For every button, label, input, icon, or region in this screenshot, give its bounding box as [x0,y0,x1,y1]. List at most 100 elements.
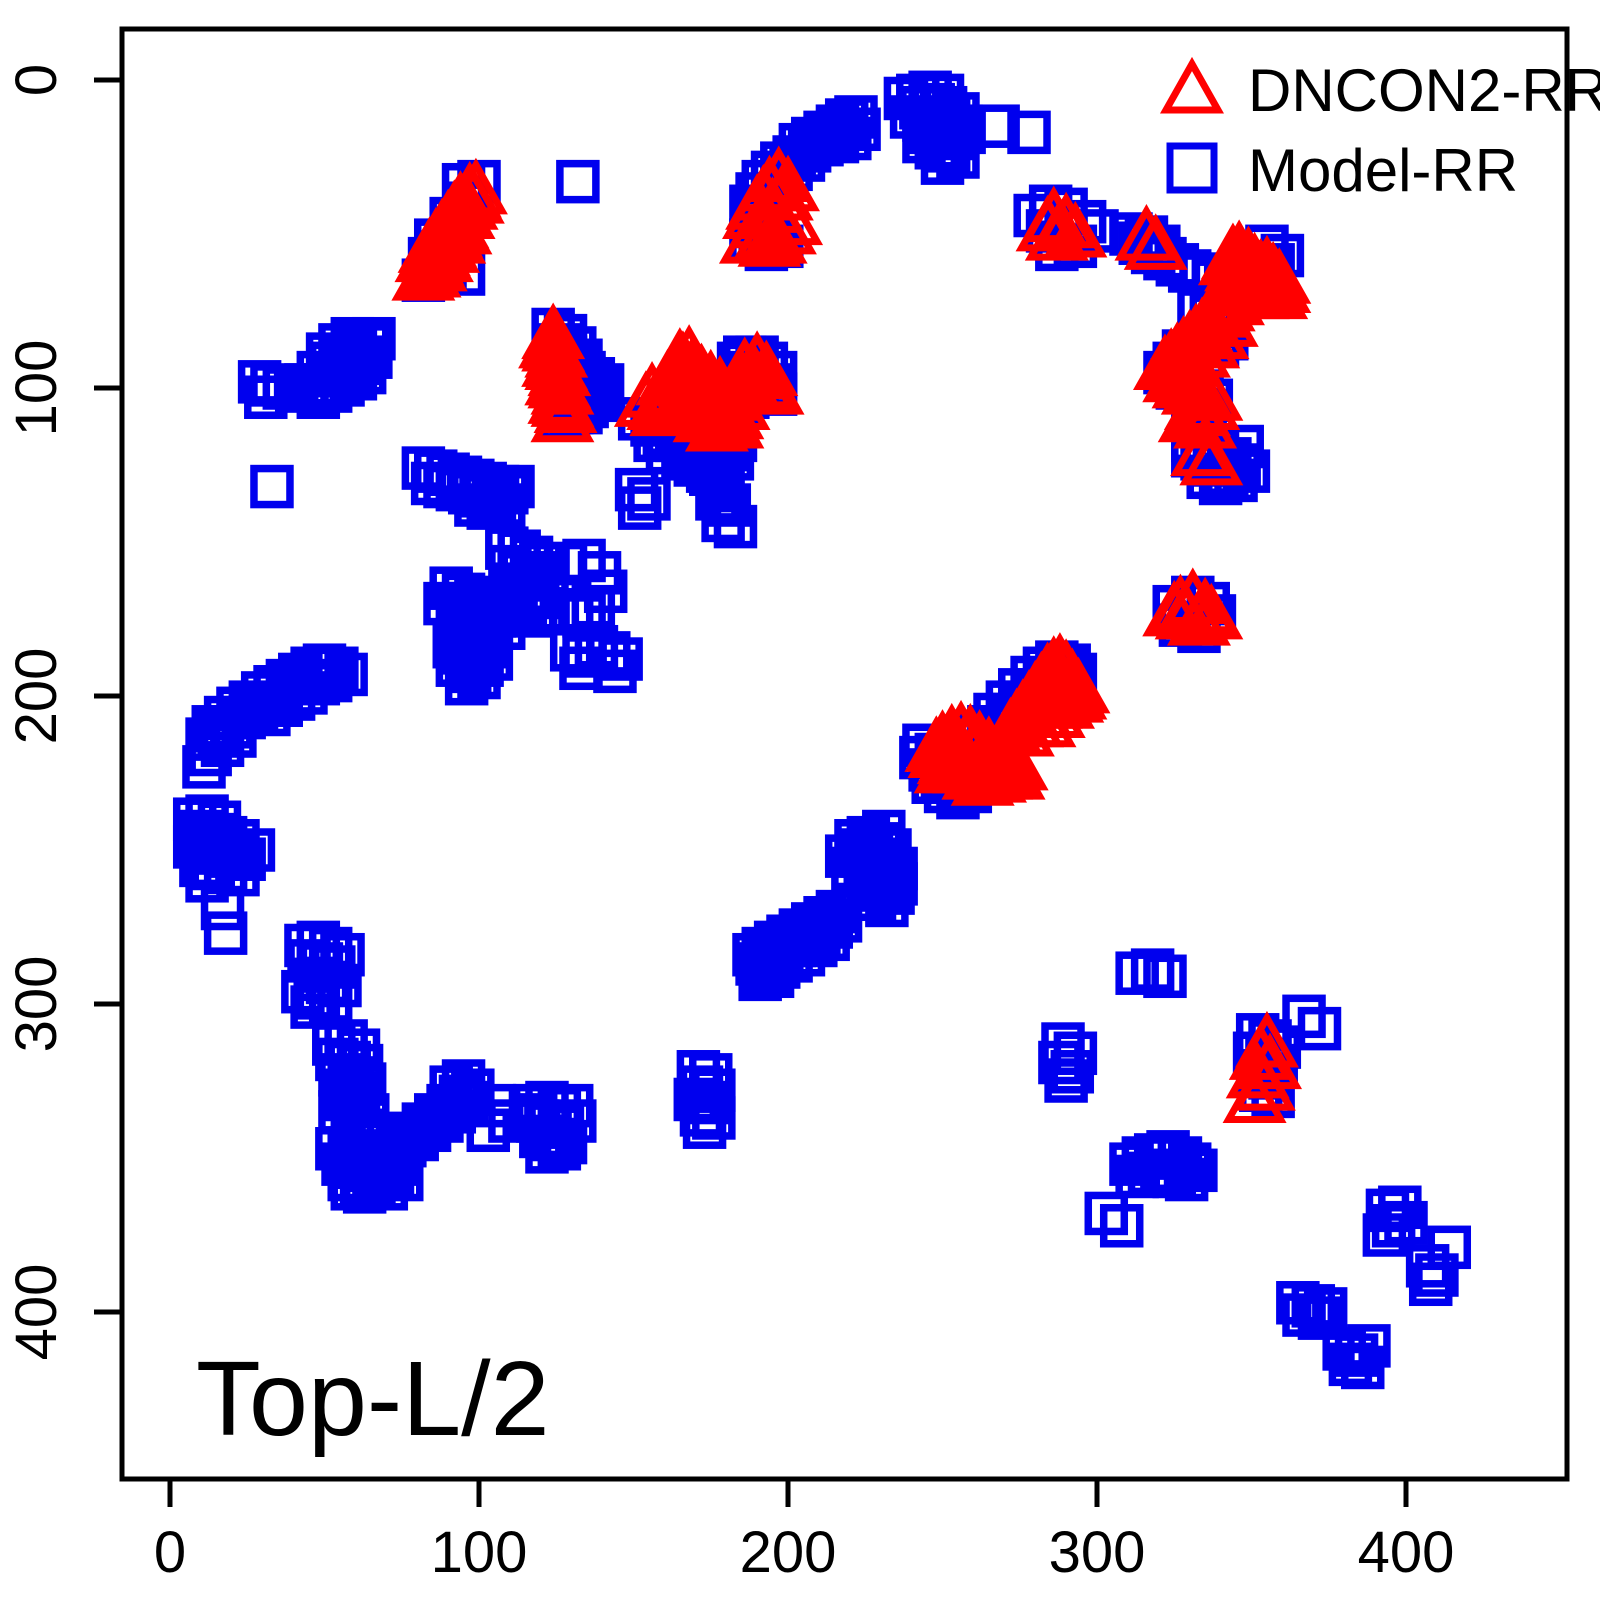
scatter-point-dncon2-rr [1170,419,1235,477]
scatter-point-dncon2-rr [1114,203,1179,261]
dncon2-rr-points-layer [391,145,1312,1123]
x-axis: 0 100 200 300 400 [154,1479,1455,1585]
scatter-point-model-rr [429,1065,473,1109]
scatter-point-dncon2-rr [1166,588,1231,646]
scatter-point-dncon2-rr [1015,194,1080,252]
scatter-point-model-rr [389,1111,433,1156]
scatter-point-dncon2-rr [904,715,969,772]
scatter-point-dncon2-rr [1194,290,1259,347]
scatter-point-model-rr [556,159,600,204]
scatter-point-dncon2-rr [969,742,1034,800]
scatter-point-dncon2-rr [1142,579,1207,637]
scatter-point-dncon2-rr [1123,213,1188,270]
scatter-point-dncon2-rr [1238,1032,1303,1090]
scatter-point-model-rr [902,119,946,164]
scatter-point-model-rr [435,643,480,687]
scatter-point-dncon2-rr [443,157,508,215]
scatter-point-model-rr [976,104,1020,148]
scatter-point-dncon2-rr [1179,582,1244,640]
scatter-point-dncon2-rr [725,330,790,387]
scatter-point-dncon2-rr [959,736,1024,794]
scatter-point-model-rr [701,498,745,543]
scatter-point-model-rr [537,1127,582,1171]
scatter-point-dncon2-rr [663,376,728,434]
scatter-point-model-rr [250,464,294,509]
legend-label-dncon2-rr: DNCON2-RR [1248,57,1600,124]
scatter-point-dncon2-rr [530,370,595,427]
annotation-top-l2: Top-L/2 [196,1340,550,1458]
legend-label-model-rr: Model-RR [1248,137,1518,204]
x-tick-label: 300 [1049,1520,1146,1585]
scatter-point-model-rr [824,834,869,878]
scatter-point-model-rr [559,646,603,691]
x-tick-label: 400 [1358,1520,1455,1585]
scatter-point-dncon2-rr [1163,373,1228,430]
scatter-point-model-rr [862,809,906,854]
y-tick-label: 300 [4,956,69,1053]
scatter-point-model-rr [809,113,854,158]
scatter-point-model-rr [376,1120,421,1165]
scatter-point-model-rr [293,363,337,407]
scatter-point-dncon2-rr [737,210,802,267]
scatter-point-model-rr [818,899,863,943]
model-rr-legend-square-icon [1166,142,1218,194]
scatter-point-dncon2-rr [521,314,586,372]
scatter-point-dncon2-rr [734,339,799,397]
y-tick-label: 100 [4,340,69,437]
y-tick-label: 0 [4,64,69,96]
scatter-point-model-rr [1297,1296,1342,1340]
scatter-point-model-rr [318,323,362,367]
scatter-point-model-rr [213,714,257,758]
x-tick-label: 200 [740,1520,837,1585]
scatter-point-model-rr [1099,1204,1144,1248]
scatter-point-model-rr [1408,1262,1453,1307]
scatter-point-model-rr [1007,110,1051,155]
scatter-point-model-rr [1050,1050,1095,1094]
scatter-point-dncon2-rr [654,367,719,424]
scatter-point-dncon2-rr [990,699,1055,757]
legend: DNCON2-RR Model-RR [1160,56,1600,204]
scatter-point-dncon2-rr [657,324,722,381]
scatter-point-model-rr [627,477,671,521]
y-tick-label: 400 [4,1264,69,1361]
scatter-point-model-rr [874,862,918,906]
scatter-point-dncon2-rr [684,394,749,452]
scatter-point-model-rr [305,332,350,376]
x-tick-label: 100 [431,1520,528,1585]
scatter-point-model-rr [1340,1345,1385,1390]
scatter-point-model-rr [1297,1006,1342,1051]
scatter-point-model-rr [617,486,662,530]
x-tick-label: 0 [154,1520,186,1585]
dncon2-rr-legend-triangle-icon [1160,56,1224,114]
scatter-point-model-rr [750,954,795,999]
scatter-point-dncon2-rr [709,348,774,406]
scatter-point-model-rr [1044,1059,1088,1103]
plot-border [119,26,1570,1482]
scatter-point-model-rr [330,1167,375,1211]
scatter-point-dncon2-rr [391,244,456,301]
scatter-point-dncon2-rr [1179,364,1244,421]
scatter-point-model-rr [682,1105,727,1149]
scatter-point-model-rr [509,1093,554,1137]
y-tick-label: 200 [4,648,69,745]
scatter-point-dncon2-rr [1247,247,1312,304]
scatter-point-dncon2-rr [1024,203,1089,261]
scatter-point-model-rr [200,886,245,931]
scatter-point-model-rr [599,637,643,681]
scatter-point-dncon2-rr [1031,672,1096,729]
scatter-point-dncon2-rr [1046,656,1111,714]
scatter-point-model-rr [692,1096,736,1140]
scatter-point-model-rr [1362,1213,1407,1257]
scatter-point-dncon2-rr [672,385,737,443]
scatter-point-model-rr [794,923,838,968]
scatter-point-dncon2-rr [1228,1023,1293,1080]
scatter-point-dncon2-rr [1222,1066,1287,1123]
scatter-point-model-rr [1334,1333,1379,1377]
scatter-point-dncon2-rr [644,357,709,415]
scatter-point-model-rr [1143,954,1187,999]
scatter-point-dncon2-rr [756,154,820,212]
scatter-point-dncon2-rr [1179,428,1244,486]
scatter-point-dncon2-rr [530,385,595,443]
